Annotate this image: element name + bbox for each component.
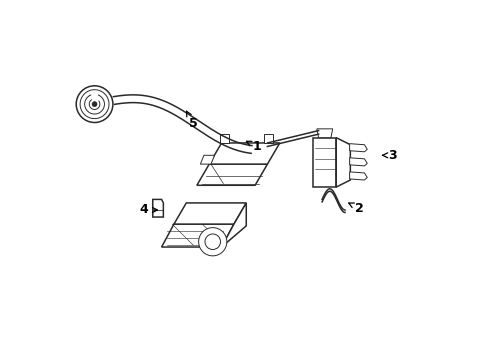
Polygon shape — [349, 144, 366, 152]
Polygon shape — [219, 134, 228, 143]
Polygon shape — [221, 203, 246, 247]
Text: 4: 4 — [139, 203, 157, 216]
Polygon shape — [316, 129, 332, 138]
Polygon shape — [349, 158, 366, 166]
Polygon shape — [349, 172, 366, 180]
Polygon shape — [174, 203, 246, 224]
Polygon shape — [313, 138, 336, 187]
Text: 2: 2 — [348, 202, 363, 215]
Polygon shape — [197, 164, 267, 185]
Polygon shape — [152, 199, 163, 217]
Polygon shape — [336, 138, 349, 187]
Text: 3: 3 — [382, 149, 396, 162]
Polygon shape — [161, 224, 233, 247]
Circle shape — [76, 86, 113, 122]
Text: 1: 1 — [246, 140, 261, 153]
Polygon shape — [200, 155, 214, 164]
Circle shape — [92, 102, 97, 107]
Circle shape — [198, 228, 226, 256]
Text: 5: 5 — [186, 111, 197, 130]
Polygon shape — [264, 134, 272, 143]
Polygon shape — [209, 143, 279, 164]
